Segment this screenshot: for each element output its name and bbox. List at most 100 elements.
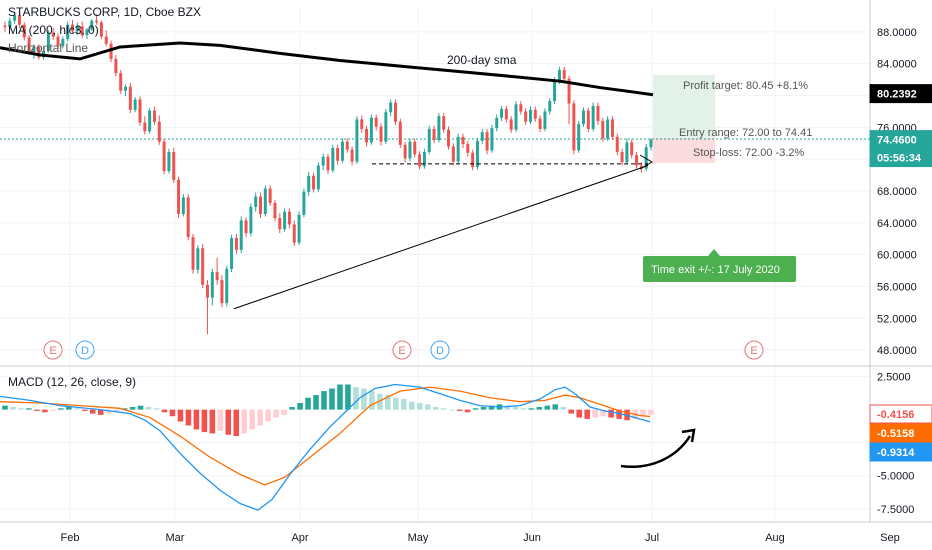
macd-histogram-bar	[113, 409, 120, 413]
macd-histogram-bar	[145, 406, 152, 410]
macd-tick: 2.5000	[877, 372, 911, 384]
macd-header: MACD (12, 26, close, 9)	[8, 375, 137, 389]
candle-body	[422, 151, 426, 167]
candle-body	[22, 24, 26, 38]
macd-histogram-bar	[73, 408, 80, 410]
candle-body	[13, 15, 17, 21]
macd-histogram-bar	[193, 409, 200, 430]
stop-loss-label: Stop-loss: 72.00 -3.2%	[693, 147, 805, 159]
macd-hist-badge: -0.4156	[877, 409, 914, 421]
macd-histogram-bar	[544, 405, 551, 410]
candle-body	[408, 141, 412, 159]
candle-body	[567, 78, 571, 104]
macd-histogram-bar	[249, 409, 256, 430]
macd-histogram-bar	[10, 406, 16, 410]
candle-body	[451, 146, 455, 162]
candle-body	[350, 149, 354, 162]
price-badge: 74.4600	[877, 135, 917, 147]
candle-body	[230, 237, 234, 269]
earnings-marker	[392, 340, 412, 360]
dividend-marker	[430, 340, 450, 360]
month-tick: Jun	[523, 532, 541, 544]
candle-body	[273, 202, 277, 219]
candle-body	[466, 144, 470, 153]
candle-body	[360, 119, 364, 129]
macd-histogram-bar	[177, 409, 184, 422]
candle-body	[577, 124, 581, 151]
countdown-badge-bg	[869, 148, 932, 168]
candle-body	[316, 165, 320, 190]
sma-line	[0, 41, 654, 97]
candle-body	[297, 214, 301, 243]
macd-histogram-bar	[281, 409, 287, 415]
ma-value-badge-bg	[869, 84, 932, 104]
macd-histogram-bar	[305, 397, 311, 410]
candle-body	[307, 175, 311, 192]
candle-body	[205, 284, 209, 298]
candle-body	[32, 46, 36, 52]
price-tick: 52.0000	[877, 313, 917, 325]
candle-body	[475, 140, 479, 168]
month-tick: Jul	[645, 532, 659, 544]
candle-body	[432, 128, 436, 141]
candle-body	[326, 156, 330, 171]
candle-body	[374, 117, 378, 127]
macd-histogram-bar	[233, 409, 240, 437]
candle-body	[384, 112, 388, 142]
macd-histogram-bar	[608, 409, 614, 418]
curved-arrow	[620, 435, 692, 468]
macd-panel	[0, 383, 654, 511]
event-label: E	[398, 345, 405, 357]
month-tick: Feb	[61, 532, 80, 544]
macd-histogram-bar	[89, 409, 96, 414]
arrowhead-icon	[639, 154, 653, 170]
macd-histogram-bar	[369, 391, 375, 410]
macd-histogram-bar	[313, 395, 319, 410]
macd-histogram-bar	[568, 409, 575, 414]
candle-body	[331, 148, 335, 171]
candle-body	[379, 126, 383, 142]
candle-body	[365, 128, 369, 143]
time-exit-pointer	[708, 249, 720, 256]
month-tick: May	[408, 532, 429, 544]
candle-body	[485, 132, 489, 151]
macd-histogram-bar	[42, 409, 48, 413]
macd-histogram-bar	[552, 404, 559, 410]
candle-body	[620, 151, 624, 163]
candle-body	[148, 110, 152, 132]
candle-body	[167, 151, 171, 172]
candle-body	[114, 58, 118, 74]
macd-histogram-bar	[408, 401, 415, 410]
candle-body	[220, 280, 224, 304]
macd-histogram-bar	[400, 399, 407, 410]
macd-histogram-bar	[225, 409, 232, 435]
macd-histogram-bar	[361, 388, 367, 410]
macd-histogram-bar	[488, 405, 495, 410]
candle-body	[504, 109, 508, 120]
macd-histogram-bar	[129, 406, 136, 410]
macd-histogram-bar	[353, 387, 359, 410]
macd-histogram-bar	[209, 409, 216, 434]
candle-body	[635, 155, 639, 166]
macd-signal-badge: -0.5158	[877, 428, 914, 440]
price-tick: 56.0000	[877, 281, 917, 293]
candle-body	[606, 119, 610, 139]
candle-body	[340, 141, 344, 161]
candle-body	[109, 43, 113, 59]
candle-body	[99, 22, 103, 37]
month-tick: Aug	[765, 532, 785, 544]
candle-body	[302, 191, 306, 215]
macd-hist-badge-bg	[869, 404, 932, 424]
candle-body	[268, 188, 272, 203]
macd-histogram-bar	[464, 409, 471, 413]
candle-body	[191, 237, 195, 270]
macd-histogram-bar	[321, 391, 327, 410]
candle-body	[500, 109, 504, 118]
candle-body	[601, 120, 605, 139]
event-label: D	[81, 345, 89, 357]
candle-body	[66, 24, 70, 40]
macd-histogram-bar	[504, 405, 511, 410]
candle-body	[427, 128, 431, 152]
